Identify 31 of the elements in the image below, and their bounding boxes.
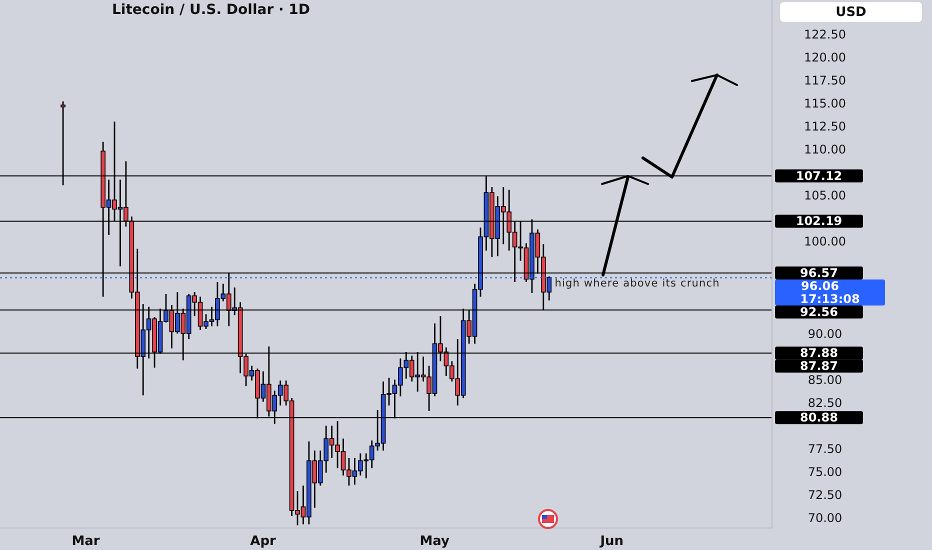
y-tick-label: 90.00 [808, 326, 842, 341]
y-tick-label: 70.00 [808, 511, 842, 526]
y-tick-label: 122.50 [804, 27, 846, 42]
annotation: high where above its crunch [554, 278, 720, 290]
x-tick-label: May [420, 534, 450, 550]
text: USD [836, 5, 867, 20]
ref-line-label: 102.19 [796, 214, 842, 228]
y-tick-label: 75.00 [808, 465, 842, 480]
ref-line-label: 87.88 [800, 346, 838, 360]
ref-line-label: 96.06 [801, 279, 839, 294]
y-tick-label: 117.50 [804, 73, 846, 88]
x-tick-label: Apr [250, 534, 277, 550]
y-tick-label: 82.50 [808, 396, 842, 410]
text: 17:13:08 [800, 292, 860, 306]
y-tick-label: 112.50 [804, 120, 846, 134]
ref-line-label: 80.88 [800, 410, 838, 425]
y-tick-label: 100.00 [804, 234, 846, 249]
y-tick-label: 105.00 [804, 188, 846, 203]
ref-line-label: 92.56 [800, 305, 838, 320]
chart-title: Litecoin / U.S. Dollar · 1D [112, 2, 310, 18]
y-tick-label: 120.00 [804, 50, 846, 64]
y-tick-label: 110.00 [804, 142, 846, 157]
x-tick-label: Mar [72, 534, 100, 550]
y-tick-label: 72.50 [808, 488, 842, 502]
y-tick-label: 77.50 [808, 442, 842, 456]
text: 87.87 [800, 359, 838, 374]
ref-line-label: 107.12 [796, 168, 842, 183]
x-tick-label: Jun [599, 534, 624, 550]
y-tick-label: 85.00 [808, 372, 842, 387]
ref-line-label: 96.57 [800, 266, 838, 280]
y-tick-label: 115.00 [804, 96, 846, 110]
